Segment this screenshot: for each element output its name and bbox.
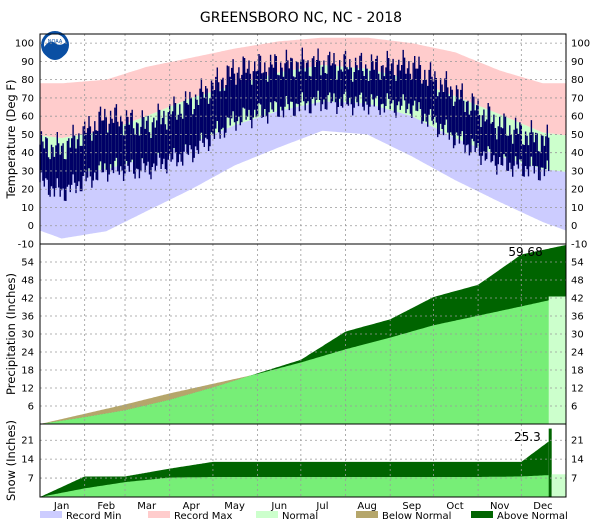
month-tick-label: Jul bbox=[315, 501, 328, 512]
precip-tick-label-right: 42 bbox=[571, 294, 584, 305]
svg-text:NOAA: NOAA bbox=[48, 39, 63, 45]
temp-tick-label-left: 0 bbox=[28, 221, 34, 232]
precip-tick-label-left: 24 bbox=[21, 348, 34, 359]
precip-tick-label-left: 18 bbox=[21, 366, 34, 377]
precip-tick-label-right: 12 bbox=[571, 384, 584, 395]
temp-tick-label-left: 50 bbox=[21, 130, 34, 141]
precip-tick-label-right: 30 bbox=[571, 330, 584, 341]
record-min-band bbox=[40, 101, 566, 239]
temp-tick-label-left: 40 bbox=[21, 148, 34, 159]
month-tick-label: Jun bbox=[270, 501, 287, 512]
snow-tick-label-right: 7 bbox=[571, 474, 577, 485]
temp-tick-label-left: 80 bbox=[21, 75, 34, 86]
snow-tick-label-left: 14 bbox=[21, 455, 34, 466]
legend-label-record-max: Record Max bbox=[174, 511, 232, 522]
month-tick-label: Nov bbox=[490, 501, 510, 512]
temp-tick-label-right: 80 bbox=[571, 75, 584, 86]
legend-label-record-min: Record Min bbox=[66, 511, 121, 522]
chart-title: GREENSBORO NC, NC - 2018 bbox=[200, 10, 402, 26]
temp-tick-label-right: 50 bbox=[571, 130, 584, 141]
month-tick-label: Apr bbox=[183, 501, 201, 512]
temp-tick-label-right: 30 bbox=[571, 166, 584, 177]
legend-swatch-record-max bbox=[148, 511, 170, 518]
temp-tick-label-left: 60 bbox=[21, 112, 34, 123]
month-tick-label: Oct bbox=[446, 501, 463, 512]
precip-tick-label-left: 36 bbox=[21, 312, 34, 323]
temp-tick-label-right: 100 bbox=[571, 39, 590, 50]
legend-label-above-normal: Above Normal bbox=[497, 511, 568, 522]
temp-tick-label-right: -10 bbox=[571, 240, 587, 251]
month-tick-label: Jan bbox=[53, 501, 69, 512]
precip-tick-label-left: 42 bbox=[21, 294, 34, 305]
month-tick-label: Dec bbox=[533, 501, 552, 512]
precip-projection bbox=[548, 296, 566, 424]
temp-tick-label-right: 20 bbox=[571, 185, 584, 196]
precip-tick-label-right: 6 bbox=[571, 402, 577, 413]
temp-tick-label-right: 90 bbox=[571, 57, 584, 68]
snow-panel-frame bbox=[39, 423, 567, 498]
legend-label-normal: Normal bbox=[282, 511, 318, 522]
snow-normal-area bbox=[40, 475, 549, 497]
month-tick-label: Aug bbox=[357, 501, 377, 512]
snow-projection bbox=[551, 474, 566, 497]
legend-swatch-above-normal bbox=[471, 511, 493, 518]
snow-final-spike bbox=[548, 428, 552, 497]
month-tick-label: Sep bbox=[402, 501, 421, 512]
temp-tick-label-left: 90 bbox=[21, 57, 34, 68]
temp-tick-label-left: 20 bbox=[21, 185, 34, 196]
precip-axis-label: Precipitation (Inches) bbox=[4, 273, 18, 395]
temp-tick-label-right: 0 bbox=[571, 221, 577, 232]
legend-swatch-normal bbox=[256, 511, 278, 518]
legend-swatch-record-min bbox=[40, 511, 62, 518]
precip-tick-label-right: 48 bbox=[571, 276, 584, 287]
temp-tick-label-right: 10 bbox=[571, 203, 584, 214]
temp-tick-label-left: 70 bbox=[21, 93, 34, 104]
record-max-band bbox=[40, 37, 566, 139]
precip-tick-label-left: 30 bbox=[21, 330, 34, 341]
month-tick-label: Feb bbox=[97, 501, 115, 512]
precip-tick-label-left: 12 bbox=[21, 384, 34, 395]
precip-tick-label-right: 18 bbox=[571, 366, 584, 377]
snow-axis-label: Snow (Inches) bbox=[4, 420, 18, 501]
precip-tick-label-left: 48 bbox=[21, 276, 34, 287]
temp-tick-label-left: -10 bbox=[18, 240, 34, 251]
legend-label-below-normal: Below Normal bbox=[382, 511, 451, 522]
snow-tick-label-left: 21 bbox=[21, 436, 34, 447]
precip-tick-label-right: 36 bbox=[571, 312, 584, 323]
temp-tick-label-right: 60 bbox=[571, 112, 584, 123]
temp-tick-label-right: 70 bbox=[571, 93, 584, 104]
month-tick-label: Mar bbox=[137, 501, 157, 512]
temp-axis-label: Temperature (Deg F) bbox=[4, 80, 18, 200]
noaa-logo: NOAA bbox=[41, 31, 69, 60]
legend: Record Min Record Max Normal Below Normal Ab… bbox=[40, 511, 568, 522]
legend-swatch-below-normal bbox=[356, 511, 378, 518]
precip-tick-label-left: 6 bbox=[28, 402, 34, 413]
snow-total-label: 25.3 bbox=[514, 430, 541, 444]
temp-tick-label-left: 100 bbox=[15, 39, 34, 50]
precip-tick-label-left: 54 bbox=[21, 258, 34, 269]
snow-tick-label-left: 7 bbox=[28, 474, 34, 485]
month-tick-label: May bbox=[224, 501, 245, 512]
precip-total-label: 59.68 bbox=[508, 245, 542, 259]
temp-tick-label-left: 10 bbox=[21, 203, 34, 214]
temp-tick-label-left: 30 bbox=[21, 166, 34, 177]
precip-tick-label-right: 54 bbox=[571, 258, 584, 269]
precip-tick-label-right: 24 bbox=[571, 348, 584, 359]
temp-tick-label-right: 40 bbox=[571, 148, 584, 159]
plot-area: -10 -10 0 0 10 10 20 20 30 30 40 40 50 50 60 60 70 70 80 80… bbox=[4, 33, 590, 512]
precip-normal-area bbox=[40, 296, 566, 424]
snow-tick-label-right: 21 bbox=[571, 436, 584, 447]
snow-tick-label-right: 14 bbox=[571, 455, 584, 466]
